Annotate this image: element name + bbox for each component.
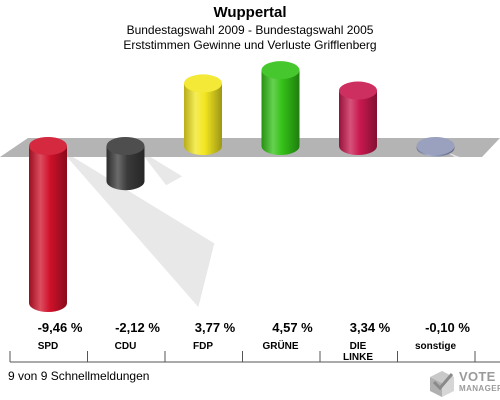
bar-shadow [67,157,215,308]
bar-grüne [261,61,300,156]
bar-shadow [144,157,183,186]
category-label: SPD [38,341,59,352]
category-label: DIE [350,341,367,352]
bar-sonstige [416,137,455,157]
category-label: sonstige [415,341,457,352]
bar-fdp [184,74,222,155]
logo-word-vote: VOTE [459,369,496,384]
value-label: 3,34 % [350,320,391,335]
value-label: -2,12 % [115,320,160,335]
category-label: LINKE [343,352,373,363]
votemanager-logo: VOTE MANAGER [426,366,500,400]
bar-die-linke [339,81,377,155]
category-label: FDP [193,341,213,352]
value-label: 4,57 % [272,320,313,335]
chart-subtitle-line2: Erststimmen Gewinne und Verluste Griffle… [123,38,377,52]
logo-word-manager: MANAGER [459,384,500,393]
value-label: -9,46 % [38,320,83,335]
reporting-status: 9 von 9 Schnellmeldungen [8,369,150,383]
bar-cdu [106,137,145,191]
value-label: -0,10 % [425,320,470,335]
ballot-check-icon [430,371,454,397]
category-label: CDU [115,341,137,352]
bar-spd [29,137,67,313]
value-label: 3,77 % [195,320,236,335]
chart-subtitle-line1: Bundestagswahl 2009 - Bundestagswahl 200… [126,23,374,37]
category-label: GRÜNE [262,339,298,352]
chart-title: Wuppertal [213,4,287,21]
